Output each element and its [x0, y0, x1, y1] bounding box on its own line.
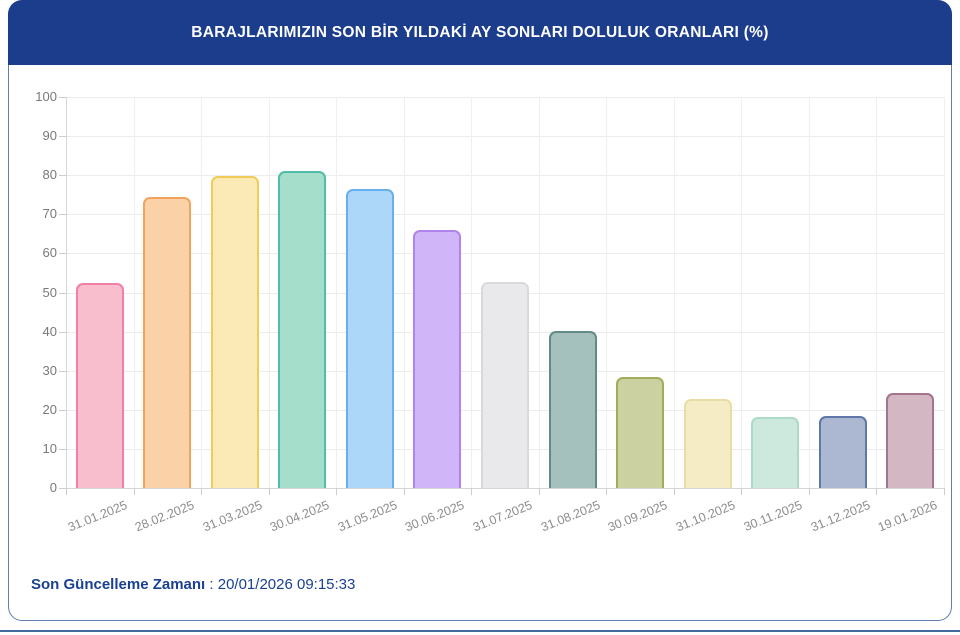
y-tick-mark [59, 292, 66, 294]
gridline-vertical [808, 97, 810, 488]
x-tick-mark [538, 488, 540, 495]
y-axis-label: 0 [49, 480, 57, 495]
gridline-vertical [201, 97, 203, 488]
y-tick-mark [59, 214, 66, 216]
y-tick-mark [59, 409, 66, 411]
gridline-horizontal [66, 214, 944, 216]
gridline-horizontal [66, 97, 944, 98]
y-tick-mark [59, 136, 66, 138]
gridline-vertical [471, 97, 473, 488]
y-tick-mark [59, 253, 66, 255]
bar [75, 283, 124, 488]
dam-occupancy-card: BARAJLARIMIZIN SON BİR YILDAKİ AY SONLAR… [8, 0, 952, 621]
bottom-divider [0, 630, 960, 632]
y-axis-label: 20 [42, 401, 57, 417]
x-tick-mark [876, 488, 878, 495]
card-body: 0 10 20 30 40 50 60 70 80 90 100 31.01.2025 28.02.20… [8, 65, 952, 621]
last-update: Son Güncelleme Zamanı : 20/01/2026 09:15… [31, 576, 355, 593]
x-tick-mark [944, 488, 945, 495]
y-axis-label: 100 [35, 89, 57, 104]
gridline-vertical [741, 97, 743, 488]
x-tick-mark [741, 488, 743, 495]
gridline-vertical [133, 97, 135, 488]
bar [751, 417, 800, 488]
y-axis-label: 10 [42, 440, 57, 456]
y-tick-mark [59, 488, 66, 489]
y-axis-label: 30 [42, 362, 57, 378]
gridline-horizontal [66, 175, 944, 177]
x-tick-mark [201, 488, 203, 495]
y-tick-mark [59, 370, 66, 372]
last-update-label: Son Güncelleme Zamanı [31, 576, 206, 593]
x-tick-mark [808, 488, 810, 495]
y-axis-label: 70 [42, 206, 57, 222]
chart-title: BARAJLARIMIZIN SON BİR YILDAKİ AY SONLAR… [191, 23, 769, 41]
bar [818, 416, 867, 488]
bar [143, 197, 192, 488]
last-update-separator: : [205, 576, 218, 593]
bar [548, 330, 597, 488]
y-tick-mark [59, 175, 66, 177]
bar [278, 170, 327, 488]
x-tick-mark [66, 488, 67, 495]
y-axis-label: 90 [42, 128, 57, 144]
gridline-horizontal [66, 136, 944, 138]
bar [481, 281, 529, 488]
x-tick-mark [403, 488, 405, 495]
gridline-horizontal [66, 488, 944, 489]
gridline-vertical [673, 97, 675, 488]
x-tick-mark [673, 488, 675, 495]
x-tick-mark [606, 488, 608, 495]
gridline-vertical [66, 97, 67, 488]
gridline-horizontal [66, 253, 944, 255]
bar-chart: 0 10 20 30 40 50 60 70 80 90 100 31.01.2025 28.02.20… [9, 65, 951, 545]
y-tick-mark [59, 97, 66, 98]
bar [210, 175, 259, 488]
gridline-vertical [268, 97, 270, 488]
bar [345, 189, 394, 488]
bar [683, 399, 732, 488]
y-tick-mark [59, 331, 66, 333]
x-tick-mark [133, 488, 135, 495]
bar [616, 376, 665, 488]
y-axis-label: 40 [42, 323, 57, 339]
x-tick-mark [268, 488, 270, 495]
gridline-vertical [538, 97, 540, 488]
y-tick-mark [59, 448, 66, 450]
gridline-vertical [606, 97, 608, 488]
gridline-vertical [876, 97, 878, 488]
y-axis-label: 50 [42, 284, 57, 300]
bar [413, 229, 462, 488]
y-axis-label: 60 [42, 245, 57, 261]
y-axis-label: 80 [42, 167, 57, 183]
gridline-vertical [403, 97, 405, 488]
card-header: BARAJLARIMIZIN SON BİR YILDAKİ AY SONLAR… [8, 0, 952, 65]
last-update-value: 20/01/2026 09:15:33 [217, 576, 356, 593]
gridline-vertical [944, 97, 945, 488]
bar [886, 393, 935, 488]
x-tick-mark [471, 488, 473, 495]
x-tick-mark [336, 488, 338, 495]
gridline-vertical [336, 97, 338, 488]
